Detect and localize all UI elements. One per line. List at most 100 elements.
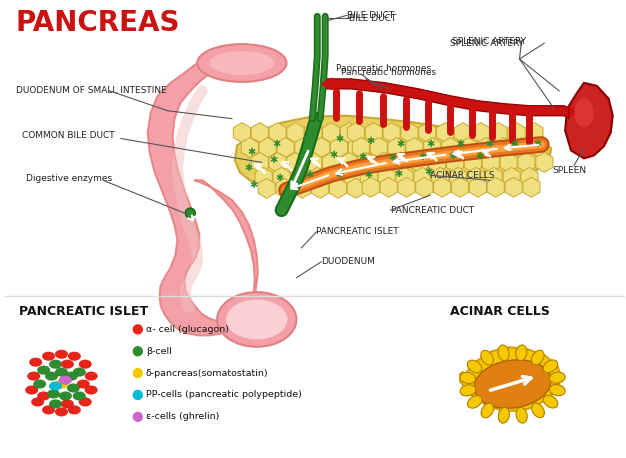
Ellipse shape	[468, 395, 482, 408]
Polygon shape	[401, 123, 418, 142]
Polygon shape	[406, 137, 423, 158]
Text: ✱: ✱	[272, 138, 280, 148]
Ellipse shape	[55, 408, 68, 416]
Polygon shape	[287, 123, 304, 142]
Polygon shape	[500, 153, 517, 172]
Polygon shape	[470, 177, 486, 197]
Polygon shape	[331, 137, 347, 158]
Polygon shape	[508, 123, 525, 142]
Ellipse shape	[68, 352, 81, 361]
Text: ✱: ✱	[250, 180, 258, 190]
Text: PANCREATIC ISLET: PANCREATIC ISLET	[316, 228, 399, 236]
Ellipse shape	[498, 408, 510, 423]
Ellipse shape	[481, 403, 494, 418]
Ellipse shape	[498, 345, 509, 361]
Polygon shape	[277, 137, 294, 158]
Polygon shape	[312, 178, 329, 198]
Polygon shape	[375, 153, 393, 172]
Text: DUODENUM: DUODENUM	[321, 257, 375, 266]
Ellipse shape	[61, 399, 74, 409]
Polygon shape	[485, 167, 502, 187]
Ellipse shape	[25, 386, 38, 394]
Text: ✱: ✱	[359, 153, 367, 163]
Polygon shape	[531, 137, 548, 158]
Polygon shape	[449, 167, 466, 187]
Polygon shape	[383, 123, 400, 142]
Ellipse shape	[531, 403, 545, 418]
Polygon shape	[495, 137, 512, 158]
Ellipse shape	[550, 385, 565, 396]
Ellipse shape	[531, 350, 544, 365]
Text: DUODENUM OF SMALL INTESTINE: DUODENUM OF SMALL INTESTINE	[16, 87, 167, 95]
Text: ACINAR CELLS: ACINAR CELLS	[430, 171, 495, 180]
Polygon shape	[321, 79, 569, 119]
Ellipse shape	[65, 371, 78, 381]
Text: ACINAR CELLS: ACINAR CELLS	[449, 305, 550, 318]
Polygon shape	[259, 137, 276, 158]
Ellipse shape	[37, 392, 50, 400]
Ellipse shape	[133, 347, 142, 356]
Polygon shape	[505, 177, 522, 197]
Ellipse shape	[73, 392, 86, 400]
Ellipse shape	[59, 376, 72, 385]
Ellipse shape	[73, 368, 86, 376]
Polygon shape	[233, 123, 250, 142]
Polygon shape	[565, 83, 613, 158]
Polygon shape	[446, 153, 464, 172]
Polygon shape	[258, 178, 275, 198]
Ellipse shape	[31, 398, 44, 406]
Text: SPLEEN: SPLEEN	[552, 166, 586, 175]
Polygon shape	[526, 123, 543, 142]
Ellipse shape	[67, 383, 80, 393]
Ellipse shape	[197, 44, 287, 82]
Text: ✱: ✱	[367, 136, 375, 146]
Polygon shape	[459, 137, 476, 158]
Polygon shape	[482, 153, 500, 172]
Polygon shape	[451, 177, 469, 197]
Polygon shape	[329, 178, 347, 198]
Ellipse shape	[575, 99, 593, 126]
Text: Pancreatic hormones: Pancreatic hormones	[336, 65, 431, 73]
Polygon shape	[295, 137, 312, 158]
Polygon shape	[419, 123, 436, 142]
Polygon shape	[454, 123, 471, 142]
Text: BILE DUCT: BILE DUCT	[349, 14, 396, 23]
Polygon shape	[327, 167, 344, 187]
Ellipse shape	[33, 380, 46, 388]
Polygon shape	[322, 153, 340, 172]
Text: δ-pancreas(somatostatin): δ-pancreas(somatostatin)	[146, 369, 269, 377]
Polygon shape	[536, 153, 553, 172]
Text: ε-cells (ghrelin): ε-cells (ghrelin)	[146, 412, 219, 421]
Polygon shape	[362, 167, 379, 187]
Polygon shape	[411, 153, 428, 172]
Polygon shape	[347, 178, 364, 198]
Ellipse shape	[467, 360, 482, 373]
Text: SPLENIC ARTERY: SPLENIC ARTERY	[450, 38, 524, 48]
Polygon shape	[429, 153, 446, 172]
Ellipse shape	[68, 405, 81, 414]
Polygon shape	[241, 137, 259, 158]
Polygon shape	[490, 123, 507, 142]
Ellipse shape	[55, 368, 68, 376]
Text: ✱: ✱	[270, 155, 278, 165]
Text: ✱: ✱	[510, 138, 518, 148]
Ellipse shape	[77, 380, 90, 388]
Ellipse shape	[29, 358, 42, 367]
Ellipse shape	[185, 208, 195, 218]
Ellipse shape	[481, 350, 493, 365]
Ellipse shape	[550, 372, 565, 383]
Polygon shape	[464, 153, 481, 172]
Polygon shape	[251, 123, 269, 142]
Text: PANCREAS: PANCREAS	[16, 9, 180, 37]
Ellipse shape	[47, 389, 60, 398]
Ellipse shape	[61, 360, 74, 369]
Text: β-cell: β-cell	[146, 347, 172, 356]
Polygon shape	[416, 177, 433, 197]
Text: ✱: ✱	[426, 138, 434, 148]
Text: ✱: ✱	[302, 134, 310, 143]
Text: Pancreatic hormones: Pancreatic hormones	[341, 68, 436, 77]
Ellipse shape	[474, 360, 551, 408]
Text: ✱: ✱	[476, 152, 484, 161]
Text: BILE DUCT: BILE DUCT	[347, 11, 394, 20]
Ellipse shape	[543, 360, 558, 373]
